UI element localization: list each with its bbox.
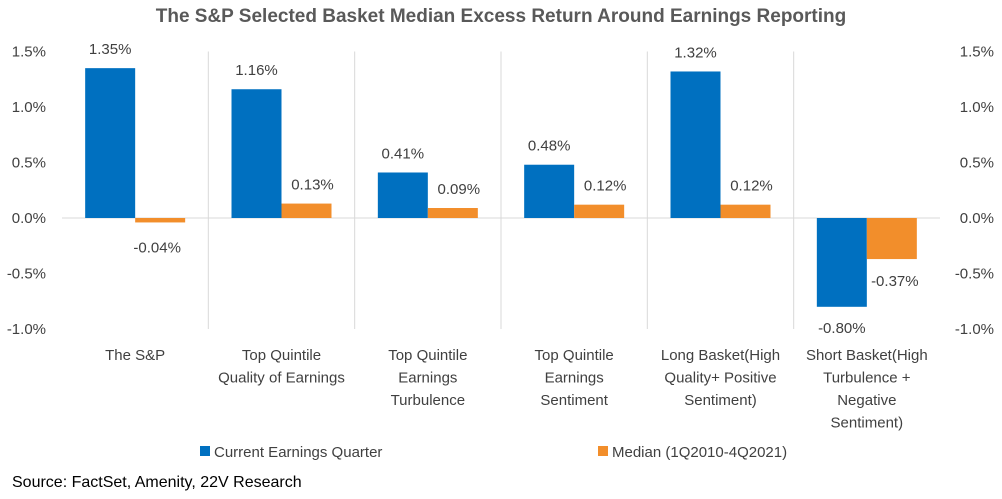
y-tick-label-right: 0.0%	[960, 210, 994, 227]
bar-median	[135, 218, 186, 223]
bar-current-quarter	[377, 172, 428, 218]
data-label: -0.37%	[871, 273, 919, 290]
data-label: 0.09%	[438, 181, 481, 198]
y-tick-label-right: 1.0%	[960, 99, 994, 116]
chart-title: The S&P Selected Basket Median Excess Re…	[155, 6, 847, 27]
bar-current-quarter	[670, 71, 721, 218]
axes: 1.5% 1.5% 1.0% 1.0% 0.5% 0.5% 0.0% 0.0% -0.5% -0.…	[7, 44, 994, 339]
category-label: Short Basket(High	[806, 347, 928, 364]
y-tick-label-left: 1.0%	[12, 99, 46, 116]
category-label: Top Quintile	[242, 347, 321, 364]
data-label: -0.04%	[133, 239, 181, 256]
data-label: -0.80%	[818, 320, 866, 337]
data-label: 1.32%	[674, 44, 717, 61]
legend: Current Earnings Quarter Median (1Q2010-4…	[200, 444, 787, 461]
bar-current-quarter	[524, 164, 575, 218]
y-tick-label-right: 1.5%	[960, 44, 994, 61]
legend-swatch	[200, 446, 210, 456]
y-tick-label-left: 0.0%	[12, 210, 46, 227]
category-label: Quality of Earnings	[218, 370, 345, 387]
category-label: Top Quintile	[535, 347, 614, 364]
category-label: Turbulence +	[823, 370, 911, 387]
bar-median	[281, 203, 332, 218]
data-label: 0.12%	[584, 178, 627, 195]
data-label: 0.12%	[730, 178, 773, 195]
category-label: Top Quintile	[388, 347, 467, 364]
source-note: Source: FactSet, Amenity, 22V Research	[12, 474, 302, 491]
y-tick-label-right: 0.5%	[960, 155, 994, 172]
bar-median	[866, 218, 917, 260]
y-tick-label-left: 1.5%	[12, 44, 46, 61]
category-label: Negative	[837, 392, 896, 409]
data-label: 0.41%	[382, 145, 425, 162]
bar-current-quarter	[85, 68, 136, 219]
bar-median	[427, 208, 478, 218]
y-tick-label-left: -1.0%	[7, 321, 46, 338]
category-label: Quality+ Positive	[664, 370, 776, 387]
category-label: Long Basket(High	[661, 347, 780, 364]
legend-label: Current Earnings Quarter	[214, 444, 382, 461]
data-label: 0.48%	[528, 138, 571, 155]
category-label: The S&P	[105, 347, 165, 364]
data-label: 1.35%	[89, 41, 132, 58]
data-label: 0.13%	[291, 177, 334, 194]
bar-current-quarter	[816, 218, 867, 307]
category-label: Sentiment)	[684, 392, 757, 409]
category-label: Turbulence	[391, 392, 466, 409]
category-label: Earnings	[398, 370, 457, 387]
bar-median	[720, 204, 771, 218]
legend-swatch	[598, 446, 608, 456]
bar-median	[574, 204, 625, 218]
category-label: Earnings	[545, 370, 604, 387]
category-label: Sentiment	[540, 392, 608, 409]
data-labels: 1.35% 1.16% 0.41% 0.48% 1.32% -0.80% -0.04% 0.1…	[89, 41, 919, 337]
bar-current-quarter	[231, 89, 282, 219]
y-tick-label-right: -0.5%	[955, 266, 994, 283]
y-tick-label-left: -0.5%	[7, 266, 46, 283]
bars	[85, 68, 917, 307]
y-tick-label-right: -1.0%	[955, 321, 994, 338]
category-label: Sentiment)	[831, 415, 904, 432]
data-label: 1.16%	[235, 62, 278, 79]
y-tick-label-left: 0.5%	[12, 155, 46, 172]
legend-label: Median (1Q2010-4Q2021)	[612, 444, 787, 461]
category-labels: The S&P Top Quintile Quality of Earnings To…	[105, 347, 928, 432]
